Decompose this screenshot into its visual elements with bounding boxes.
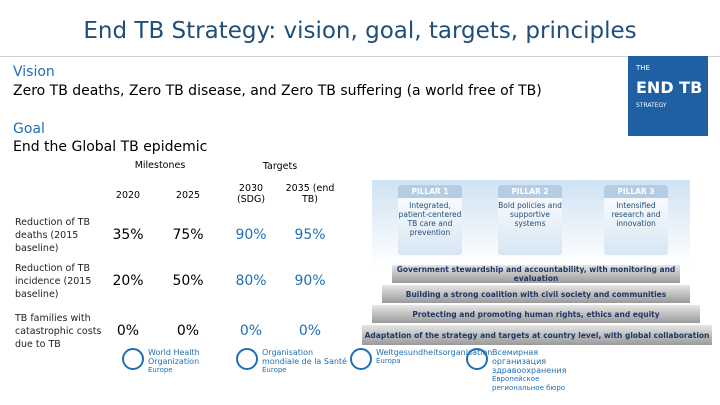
principle-step: Government stewardship and accountabilit…	[392, 265, 680, 283]
pillar-name: PILLAR 3	[604, 185, 668, 198]
cell: 35%	[112, 227, 144, 243]
logo-name: Всемирная организация здравоохранения	[492, 348, 567, 375]
goal-heading: Goal	[13, 121, 45, 137]
pillar-name: PILLAR 1	[398, 185, 462, 198]
cell: 75%	[172, 227, 204, 243]
logo-name: Organisation mondiale de la Santé	[262, 348, 347, 366]
logo-emblem	[122, 348, 144, 370]
goal-text: End the Global TB epidemic	[13, 139, 208, 155]
group-header: Milestones	[134, 160, 186, 171]
row-label: Reduction of TB deaths (2015 baseline)	[15, 217, 91, 254]
logo-emblem	[350, 348, 372, 370]
column-header: 2035 (end TB)	[285, 183, 335, 205]
divider	[0, 56, 720, 57]
logo-region: Europe	[262, 366, 287, 374]
cover-text: STRATEGY	[636, 102, 667, 109]
logo: Organisation mondiale de la Santé Europe	[236, 348, 348, 375]
vision-heading: Vision	[13, 64, 55, 80]
cell: 0%	[298, 323, 322, 339]
group-header: Targets	[262, 161, 298, 172]
cell: 0%	[176, 323, 200, 339]
logo-text: Всемирная организация здравоохранения Евр…	[492, 348, 578, 393]
cell: 95%	[294, 227, 326, 243]
principle-step: Building a strong coalition with civil s…	[382, 285, 690, 303]
pillar: PILLAR 2 Bold policies and supportive sys…	[498, 185, 562, 255]
pillar: PILLAR 3 Intensified research and innovat…	[604, 185, 668, 255]
principle-step: Protecting and promoting human rights, e…	[372, 305, 700, 323]
logo: Всемирная организация здравоохранения Евр…	[466, 348, 578, 393]
cover-text: THE	[636, 64, 650, 72]
logo-emblem	[466, 348, 488, 370]
cell: 50%	[172, 273, 204, 289]
cell: 90%	[294, 273, 326, 289]
cell: 20%	[112, 273, 144, 289]
column-header: 2025	[175, 190, 201, 201]
pillar-text: Integrated, patient-centered TB care and…	[398, 201, 462, 237]
logo-emblem	[236, 348, 258, 370]
pillar-text: Intensified research and innovation	[611, 201, 661, 228]
logo-text: Weltgesundheitsorganisation Europa	[376, 348, 492, 366]
logo-text: World Health Organization Europe	[148, 348, 234, 375]
logo-region: Европейское региональное бюро	[492, 375, 566, 392]
title: End TB Strategy: vision, goal, targets, …	[83, 18, 637, 44]
pillar-name: PILLAR 2	[498, 185, 562, 198]
column-header: 2020	[115, 190, 141, 201]
pillar: PILLAR 1 Integrated, patient-centered TB …	[398, 185, 462, 255]
logo: World Health Organization Europe	[122, 348, 234, 375]
cell: 90%	[235, 227, 267, 243]
logo-name: Weltgesundheitsorganisation	[376, 348, 493, 357]
principle-step: Adaptation of the strategy and targets a…	[362, 325, 712, 345]
cell: 0%	[116, 323, 140, 339]
cover-text: END TB	[636, 78, 703, 97]
logo-name: World Health Organization	[148, 348, 200, 366]
cell: 80%	[235, 273, 267, 289]
cover: THE END TB STRATEGY	[628, 56, 708, 136]
logo-region: Europe	[148, 366, 173, 374]
pillar-text: Bold policies and supportive systems	[498, 201, 562, 228]
cell: 0%	[239, 323, 263, 339]
row-label: Reduction of TB incidence (2015 baseline…	[15, 263, 92, 300]
column-header: 2030 (SDG)	[236, 183, 266, 205]
row-label: TB families with catastrophic costs due …	[15, 313, 102, 350]
logo: Weltgesundheitsorganisation Europa	[350, 348, 492, 370]
logo-region: Europa	[376, 357, 401, 365]
vision-text: Zero TB deaths, Zero TB disease, and Zer…	[13, 83, 542, 99]
logo-text: Organisation mondiale de la Santé Europe	[262, 348, 348, 375]
